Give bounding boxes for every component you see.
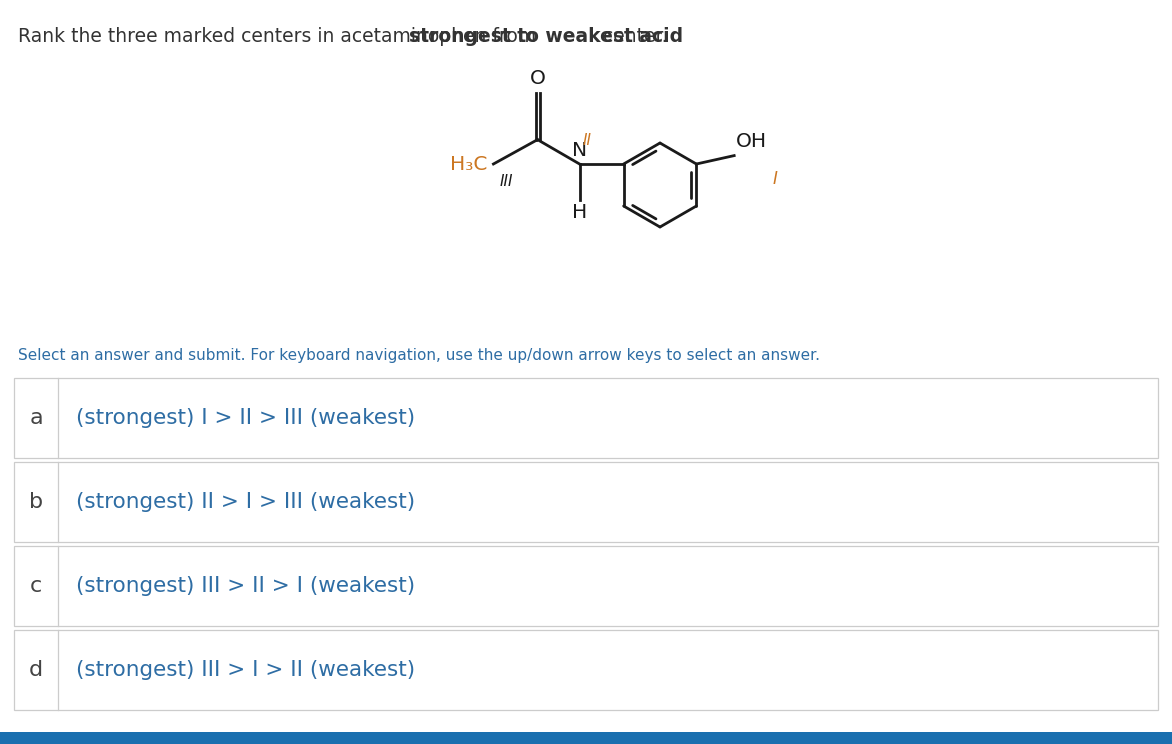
Text: H: H bbox=[572, 202, 587, 222]
Text: (strongest) III > II > I (weakest): (strongest) III > II > I (weakest) bbox=[76, 576, 415, 596]
Text: N: N bbox=[572, 141, 587, 160]
Text: O: O bbox=[530, 69, 545, 89]
Text: (strongest) I > II > III (weakest): (strongest) I > II > III (weakest) bbox=[76, 408, 415, 428]
Bar bbox=[14, 378, 1158, 458]
Text: (strongest) III > I > II (weakest): (strongest) III > I > II (weakest) bbox=[76, 660, 415, 680]
Text: (strongest) II > I > III (weakest): (strongest) II > I > III (weakest) bbox=[76, 492, 415, 512]
Text: H₃C: H₃C bbox=[450, 155, 488, 173]
Text: c: c bbox=[29, 576, 42, 596]
Text: strongest to weakest acid: strongest to weakest acid bbox=[409, 27, 683, 46]
Bar bbox=[14, 462, 1158, 542]
Bar bbox=[0, 732, 1172, 744]
Text: a: a bbox=[29, 408, 43, 428]
Text: Rank the three marked centers in acetaminophen from: Rank the three marked centers in acetami… bbox=[18, 27, 543, 46]
Text: center.: center. bbox=[597, 27, 668, 46]
Text: Select an answer and submit. For keyboard navigation, use the up/down arrow keys: Select an answer and submit. For keyboar… bbox=[18, 348, 820, 363]
Text: III: III bbox=[499, 174, 513, 189]
Text: OH: OH bbox=[736, 132, 768, 150]
Text: I: I bbox=[772, 170, 777, 187]
Text: d: d bbox=[29, 660, 43, 680]
Text: b: b bbox=[29, 492, 43, 512]
Bar bbox=[14, 630, 1158, 710]
Text: II: II bbox=[582, 133, 592, 148]
Bar bbox=[14, 546, 1158, 626]
